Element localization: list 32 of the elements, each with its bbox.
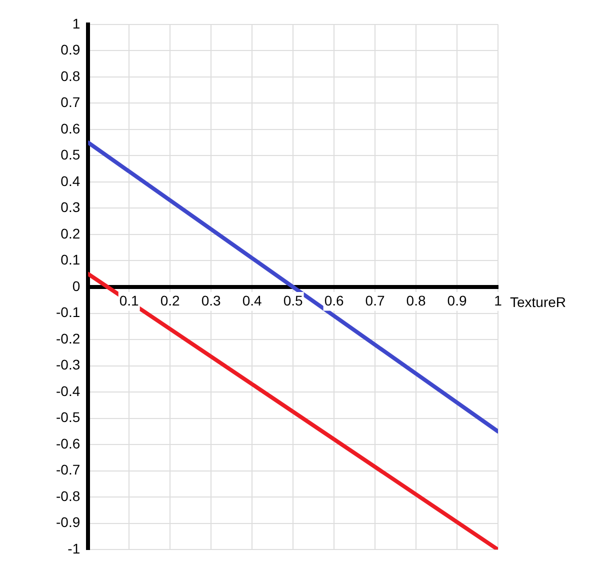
- y-tick-label: 0.8: [60, 68, 80, 84]
- x-tick-label: 1: [494, 292, 502, 308]
- y-tick-label: 0.7: [60, 94, 80, 110]
- y-tick-label: -0.4: [56, 382, 80, 399]
- y-tick-label: -0.6: [56, 435, 80, 452]
- x-tick-label: 0.4: [242, 292, 262, 308]
- y-tick-label: -0.9: [56, 514, 80, 530]
- y-tick-label: 0.5: [60, 146, 80, 163]
- y-tick-label: -1: [68, 540, 80, 556]
- x-tick-label: 0.2: [160, 292, 180, 308]
- y-tick-label: -0.7: [56, 462, 80, 478]
- y-tick-label: 0: [72, 278, 80, 294]
- x-tick-label: 0.1: [119, 292, 140, 308]
- y-tick-label: 0.2: [60, 225, 80, 242]
- x-tick-label: 0.8: [406, 292, 426, 308]
- y-tick-label: -0.1: [56, 304, 80, 320]
- y-tick-label: 0.4: [60, 172, 80, 189]
- y-tick-label: -0.3: [56, 356, 80, 373]
- y-tick-label: 0.1: [60, 252, 80, 268]
- y-tick-label: 1: [72, 15, 80, 32]
- y-tick-label: -0.2: [56, 330, 80, 346]
- x-tick-label: 0.9: [447, 292, 467, 308]
- x-tick-label: 0.3: [201, 292, 222, 308]
- x-tick-label: 0.5: [283, 292, 304, 308]
- y-tick-label: -0.8: [56, 488, 80, 504]
- y-tick-label: 0.9: [60, 42, 80, 58]
- x-tick-label: 0.7: [365, 292, 385, 308]
- y-tick-label: 0.6: [60, 120, 80, 136]
- y-tick-label: 0.3: [60, 199, 80, 216]
- x-axis-title: TextureR: [510, 294, 566, 310]
- y-tick-label: -0.5: [56, 409, 80, 426]
- x-tick-label: 0.6: [324, 292, 344, 308]
